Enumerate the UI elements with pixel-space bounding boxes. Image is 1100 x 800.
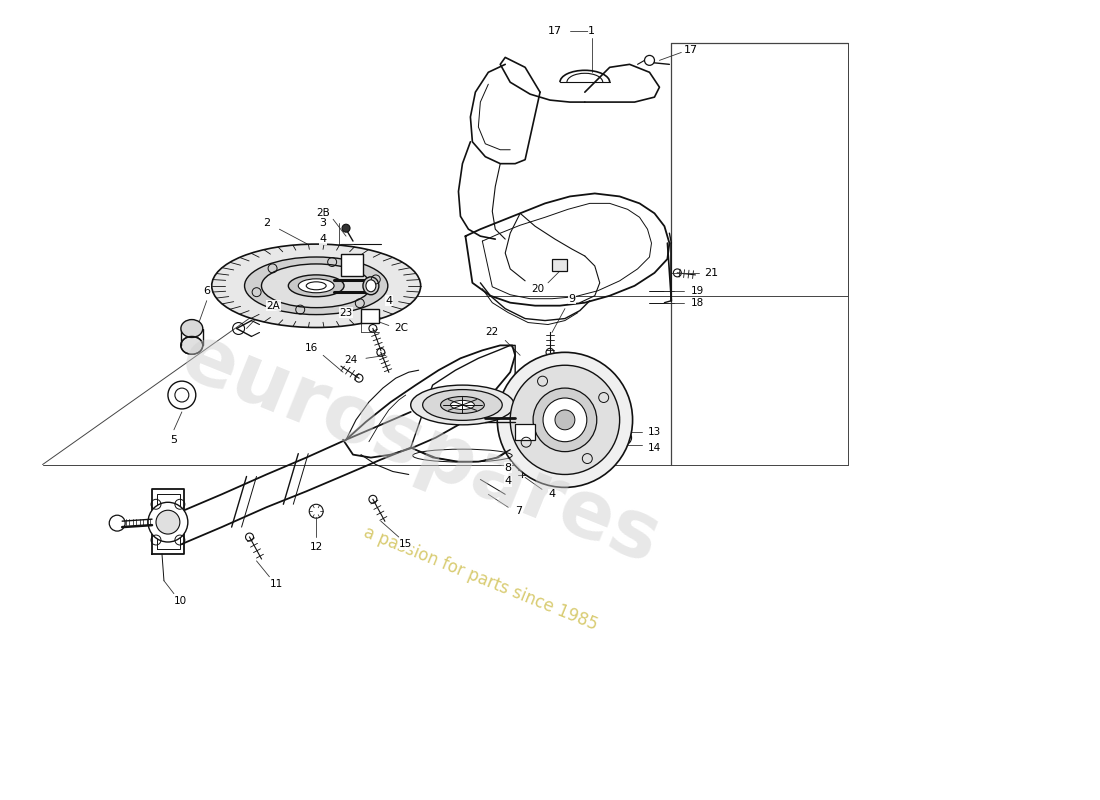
Ellipse shape [510,366,619,474]
Text: 3: 3 [320,218,327,228]
Ellipse shape [497,352,632,487]
Ellipse shape [410,385,514,425]
Text: 13: 13 [648,426,661,437]
Text: 23: 23 [340,308,353,318]
Ellipse shape [180,337,202,354]
Text: 6: 6 [204,286,210,296]
Text: eurospares: eurospares [169,318,671,582]
Ellipse shape [298,279,334,293]
Ellipse shape [363,277,378,294]
Ellipse shape [180,319,202,338]
Text: 2C: 2C [394,323,408,334]
Text: 20: 20 [531,284,544,294]
Circle shape [645,55,654,66]
Text: 4: 4 [320,234,327,244]
Text: 11: 11 [270,578,283,589]
Text: 24: 24 [344,355,358,366]
Text: 2A: 2A [266,301,280,310]
Bar [361,309,378,322]
Text: 22: 22 [486,327,499,338]
Ellipse shape [366,280,376,292]
Ellipse shape [288,275,344,297]
Ellipse shape [156,510,180,534]
Text: 19: 19 [691,286,704,296]
Text: 2: 2 [263,218,270,228]
Text: 2B: 2B [317,208,330,218]
Ellipse shape [543,398,586,442]
Ellipse shape [441,397,484,414]
Text: 10: 10 [174,595,186,606]
Text: 4: 4 [505,477,512,486]
Ellipse shape [148,502,188,542]
Ellipse shape [262,264,371,308]
Ellipse shape [244,257,388,314]
Bar [552,259,567,271]
Text: 5: 5 [170,434,177,445]
Ellipse shape [422,390,503,420]
Text: 21: 21 [704,268,718,278]
Text: 17: 17 [684,46,699,55]
Text: a passion for parts since 1985: a passion for parts since 1985 [361,523,600,634]
Text: 4: 4 [385,296,393,306]
Text: 16: 16 [305,343,318,354]
Text: 7: 7 [515,506,521,516]
Circle shape [342,224,350,232]
Text: 14: 14 [648,442,661,453]
Text: 1: 1 [588,26,595,35]
Ellipse shape [211,244,420,327]
Ellipse shape [556,410,575,430]
Ellipse shape [534,388,597,452]
Bar [515,424,535,440]
Text: 18: 18 [691,298,704,308]
Text: 4: 4 [549,490,556,499]
Bar [341,254,363,276]
Text: 9: 9 [569,294,575,304]
Text: 17: 17 [548,26,562,35]
Text: 12: 12 [309,542,322,552]
Text: 15: 15 [399,539,412,549]
Text: 8: 8 [505,462,512,473]
Ellipse shape [451,400,474,410]
